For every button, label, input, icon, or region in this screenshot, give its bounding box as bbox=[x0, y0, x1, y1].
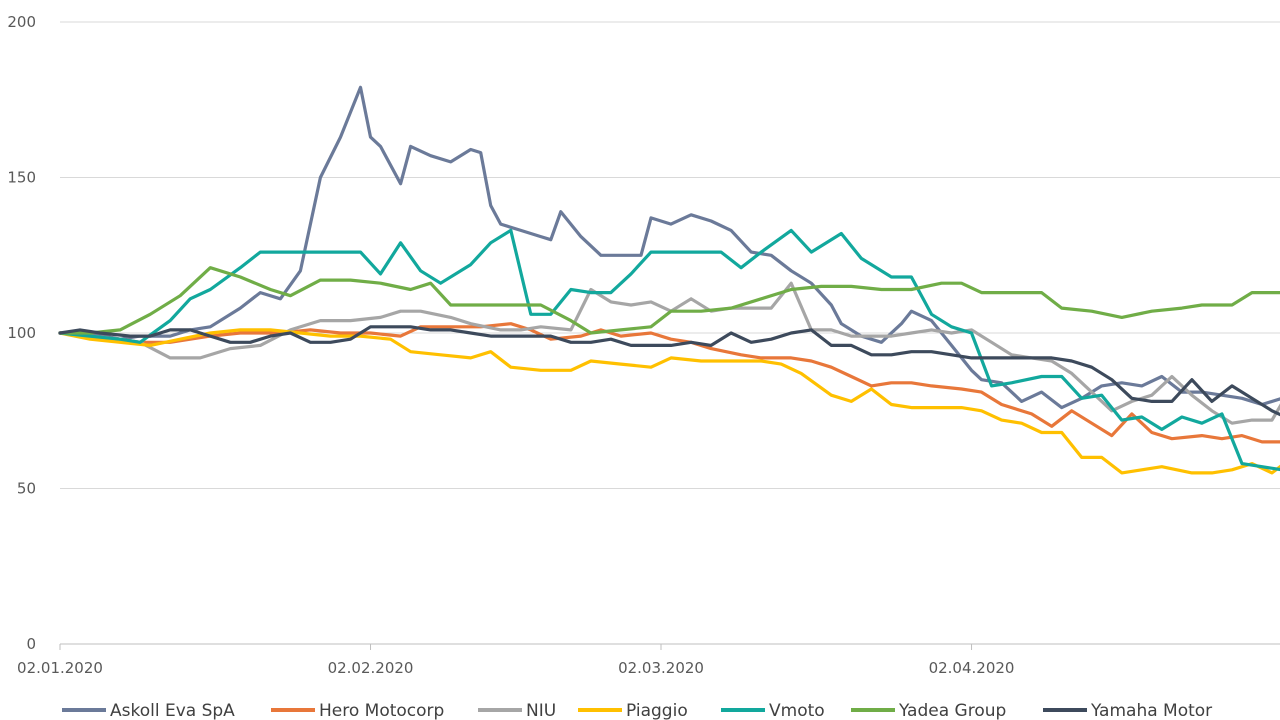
y-tick-label: 0 bbox=[26, 635, 36, 653]
legend-item: Hero Motocorp bbox=[271, 701, 444, 720]
series-line-yadea-group bbox=[58, 266, 1280, 335]
y-axis-ticks: 0 50 100 150 200 bbox=[7, 13, 36, 653]
legend-item: Askoll Eva SpA bbox=[62, 701, 235, 720]
legend-label: Hero Motocorp bbox=[319, 701, 444, 720]
series-lines bbox=[58, 85, 1280, 475]
y-tick-label: 150 bbox=[7, 169, 36, 187]
gridlines bbox=[60, 21, 1280, 489]
legend-item: NIU bbox=[478, 701, 556, 720]
legend-label: Vmoto bbox=[769, 701, 825, 720]
legend-item: Yamaha Motor bbox=[1043, 701, 1212, 720]
x-tick-label: 02.03.2020 bbox=[618, 659, 704, 677]
legend-item: Yadea Group bbox=[851, 701, 1006, 720]
x-tick-label: 02.04.2020 bbox=[929, 659, 1015, 677]
series-line-piaggio bbox=[58, 328, 1280, 475]
legend-label: NIU bbox=[526, 701, 556, 720]
series-line-hero-motocorp bbox=[58, 322, 1280, 444]
series-line-askoll-eva-spa bbox=[58, 85, 1280, 410]
legend: Askoll Eva SpA Hero Motocorp NIU Piaggio Vmo… bbox=[62, 701, 1212, 720]
legend-label: Yamaha Motor bbox=[1090, 701, 1212, 720]
series-line-vmoto bbox=[58, 228, 1280, 472]
legend-item: Piaggio bbox=[578, 701, 688, 720]
y-tick-label: 50 bbox=[17, 480, 36, 498]
y-tick-label: 200 bbox=[7, 13, 36, 31]
y-tick-label: 100 bbox=[7, 324, 36, 342]
legend-label: Yadea Group bbox=[898, 701, 1006, 720]
x-tick-label: 02.01.2020 bbox=[17, 659, 103, 677]
x-axis: 02.01.2020 02.02.2020 02.03.2020 02.04.2020 bbox=[17, 643, 1280, 677]
series-line-niu bbox=[58, 281, 1280, 425]
x-tick-label: 02.02.2020 bbox=[328, 659, 414, 677]
legend-item: Vmoto bbox=[721, 701, 825, 720]
legend-label: Piaggio bbox=[626, 701, 688, 720]
legend-label: Askoll Eva SpA bbox=[110, 701, 235, 720]
series-line-yamaha-motor bbox=[58, 325, 1280, 417]
